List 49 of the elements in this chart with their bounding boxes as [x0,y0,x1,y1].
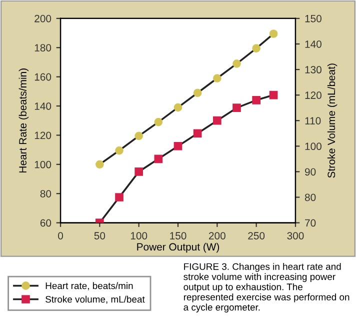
point [115,193,124,202]
x-tick-label: 0 [58,232,64,240]
x-axis-title: Power Output (W) [137,242,220,253]
y2-tick-label: 130 [305,66,322,74]
y2-tick-label: 150 [305,14,322,22]
point [193,88,202,98]
point [115,146,124,155]
point [212,116,222,125]
legend-label: Heart rate, beats/min [46,282,133,290]
y-tick-label: 80 [40,190,52,198]
y-tick-label: 120 [34,132,52,140]
point [212,74,222,82]
y2-tick-label: 90 [304,168,316,176]
point [252,96,260,104]
x-tick-label: 100 [130,232,148,240]
y2-tick-label: 100 [305,142,322,150]
y-tick-label: 200 [34,14,52,22]
point [174,142,182,150]
x-tick-label: 50 [94,232,106,240]
y-tick-label: 100 [34,160,52,168]
point [174,103,182,112]
y-tick-label: 60 [40,219,52,227]
y2-tick-label: 80 [304,194,316,202]
x-tick-label: 200 [208,232,226,240]
y-tick-label: 180 [34,44,52,52]
point [252,44,260,53]
legend-label: Stroke volume, mL/beat [46,296,145,304]
point [134,168,144,176]
point [96,160,104,169]
caption: FIGURE 3. Changes in heart rate and stroke volume with increasing power output up to exhaustion. The represented exercise was performed on a cycle ergometer. [184,262,350,312]
y2-tick-label: 70 [305,219,316,227]
x-tick-label: 300 [287,232,304,240]
y-tick-label: 140 [34,102,52,110]
y2-tick-label: 120 [305,92,322,99]
point [232,104,241,112]
x-tick-label: 250 [248,232,265,240]
point [154,154,163,164]
y-axis-title: Heart Rate (beats/min) [18,68,29,172]
y-tick-label: 160 [34,73,52,81]
y2-tick-label: 140 [305,40,322,48]
point [154,118,163,126]
point [269,90,278,100]
y2-tick-label: 110 [305,117,321,124]
point [193,129,202,138]
point [232,60,241,68]
point [134,132,144,140]
point [269,30,278,38]
y2-axis-title: Stroke Volume (mL/beat) [327,64,338,178]
x-tick-label: 150 [170,232,186,240]
